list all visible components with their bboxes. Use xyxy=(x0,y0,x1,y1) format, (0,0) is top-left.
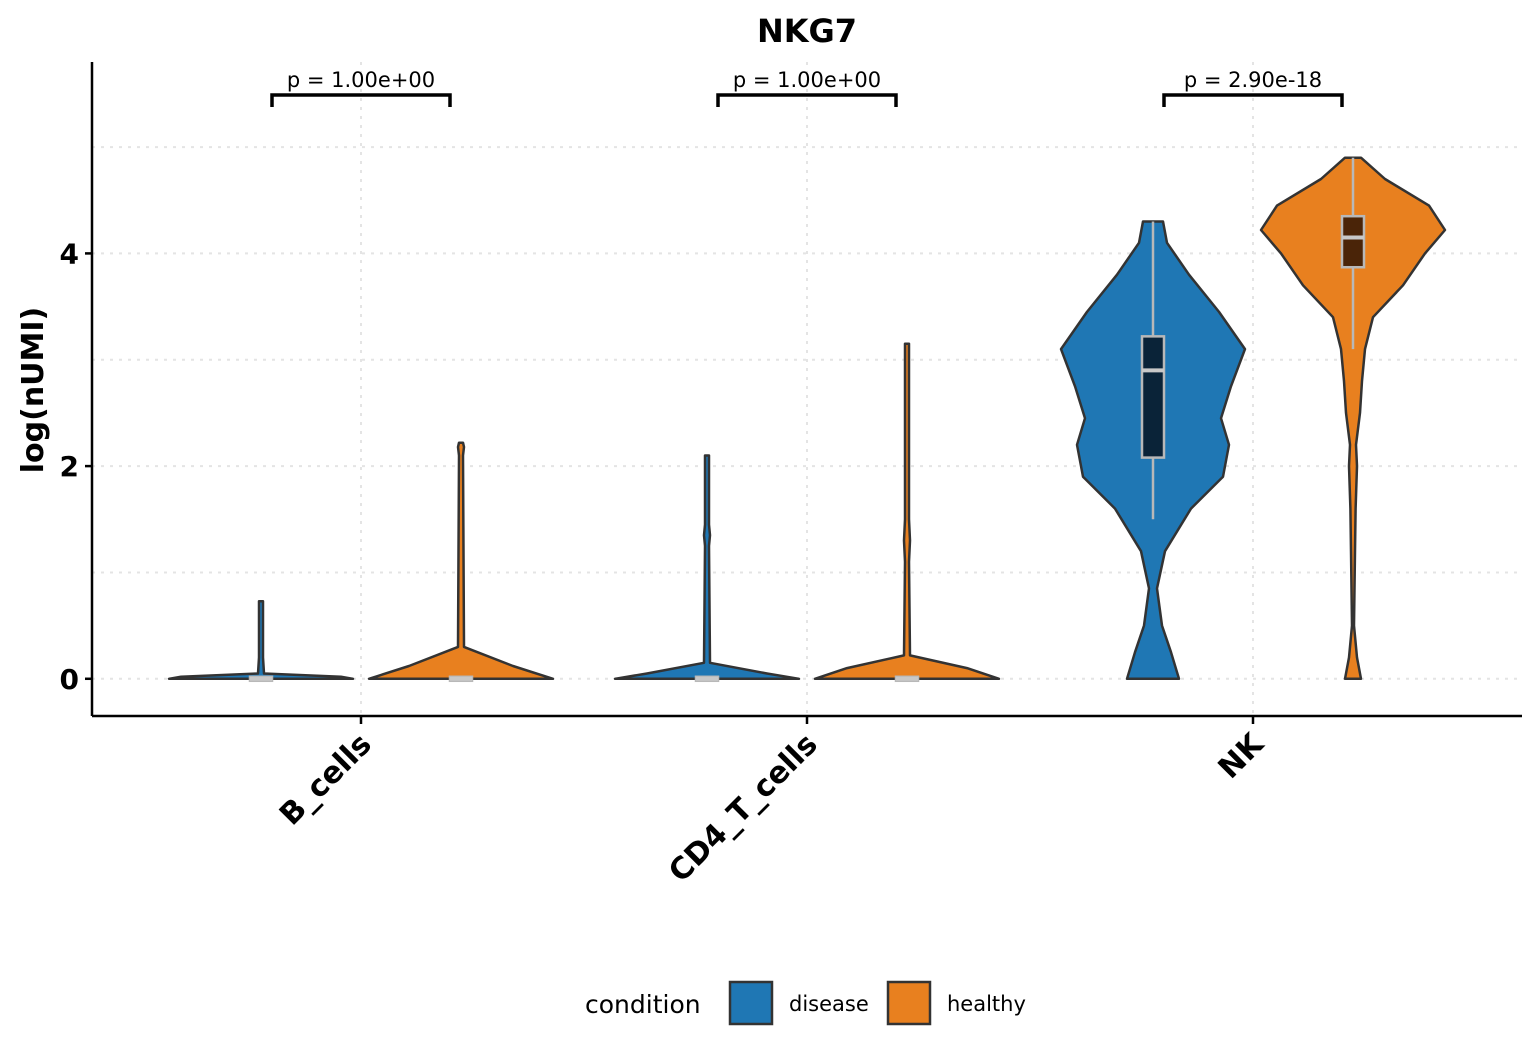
pvalue-label: p = 1.00e+00 xyxy=(733,68,881,92)
pvalue-bracket xyxy=(716,93,898,107)
pvalue-bracket xyxy=(270,93,452,107)
significance-brackets: p = 1.00e+00 p = 1.00e+00 p = 2.90e-18 xyxy=(270,68,1344,107)
violin-layer xyxy=(167,156,1447,683)
legend: condition disease healthy xyxy=(585,980,1026,1026)
x-tick-label: NK xyxy=(1212,726,1272,786)
box-disease-NK xyxy=(1140,335,1166,459)
pvalue-bracket xyxy=(1162,93,1344,107)
box-healthy-NK xyxy=(1340,214,1366,269)
legend-title: condition xyxy=(585,990,701,1019)
y-tick-label: 0 xyxy=(60,663,79,696)
grid-lines xyxy=(92,62,1522,716)
legend-swatch-disease xyxy=(728,980,774,1026)
y-tick-label: 4 xyxy=(60,237,79,270)
x-tick-label: B_cells xyxy=(273,727,379,833)
chart-title: NKG7 xyxy=(757,12,857,50)
violin-healthy-NK xyxy=(1259,156,1447,681)
violin-healthy-CD4_T_cells xyxy=(813,342,1001,681)
y-tick-label: 2 xyxy=(60,450,79,483)
violin-disease-B_cells xyxy=(167,599,355,681)
legend-label-healthy: healthy xyxy=(947,992,1026,1016)
violin-disease-CD4_T_cells xyxy=(613,454,801,681)
pvalue-label: p = 1.00e+00 xyxy=(287,68,435,92)
axes: 0 2 4 B_cells CD4_T_cells NK xyxy=(60,62,1522,889)
x-tick-label: CD4_T_cells xyxy=(662,727,825,890)
violin-healthy-B_cells xyxy=(367,441,555,681)
y-axis-title: log(nUMI) xyxy=(16,307,51,474)
legend-swatch-healthy xyxy=(886,980,932,1026)
pvalue-label: p = 2.90e-18 xyxy=(1184,68,1322,92)
legend-label-disease: disease xyxy=(789,992,869,1016)
